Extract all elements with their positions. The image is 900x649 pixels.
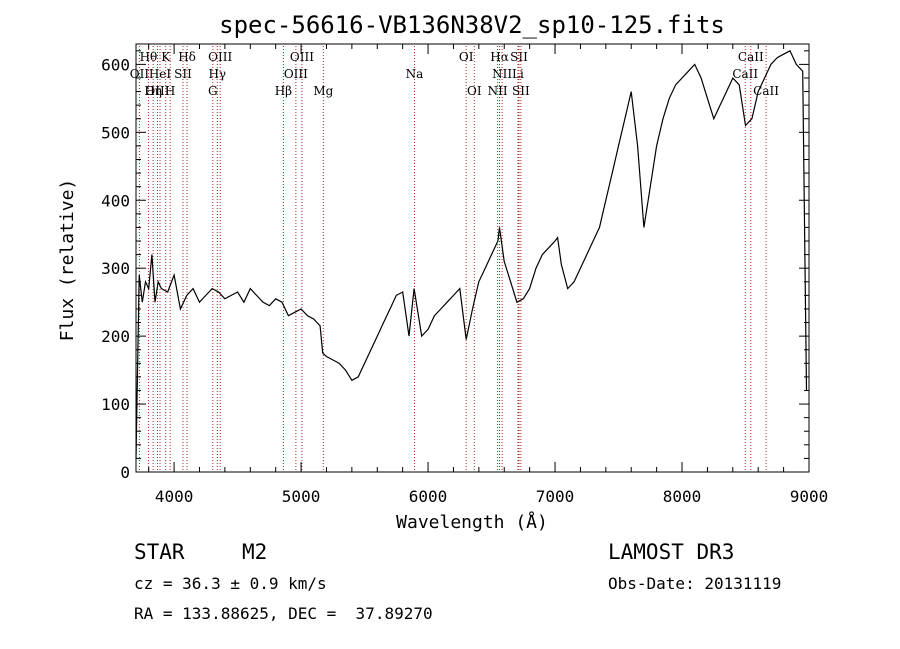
- chart-title: spec-56616-VB136N38V2_sp10-125.fits: [219, 11, 725, 39]
- x-tick-label: 6000: [409, 487, 448, 506]
- spectral-line-label: HeI: [149, 67, 172, 81]
- spectral-line-label: Hα: [490, 50, 509, 64]
- spectral-line-label: OIII: [145, 84, 169, 98]
- spectral-line-label: OIII: [284, 67, 308, 81]
- x-tick-label: 8000: [663, 487, 702, 506]
- spectral-line-label: Hη: [144, 84, 162, 98]
- y-tick-label: 200: [101, 327, 130, 346]
- spectrum-series-line: [135, 49, 808, 459]
- redshift-value: cz = 36.3 ± 0.9 km/s: [134, 574, 327, 593]
- object-subclass: M2: [242, 540, 268, 564]
- x-tick-label: 7000: [536, 487, 575, 506]
- spectral-line-label: OII: [130, 67, 150, 81]
- object-class: STAR: [134, 540, 185, 564]
- spectral-line-label: CaII: [738, 50, 764, 64]
- spectral-line-label: SII: [512, 84, 530, 98]
- x-axis-label: Wavelength (Å): [396, 511, 548, 533]
- spectral-line-label: SII: [174, 67, 192, 81]
- spectral-line-label: Hγ: [208, 67, 226, 81]
- y-tick-label: 600: [101, 55, 130, 74]
- spectral-line-label: NII: [488, 84, 508, 98]
- spectral-line-label: Hβ: [275, 84, 292, 98]
- y-tick-label: 300: [101, 259, 130, 278]
- spectral-line-label: Na: [406, 67, 424, 81]
- spectral-line-label: Hθ: [140, 50, 158, 64]
- spectral-line-label: OIII: [208, 50, 232, 64]
- observation-date: Obs-Date: 20131119: [608, 574, 782, 593]
- spectral-line-label: OIII: [290, 50, 314, 64]
- spectral-line-label: CaII: [732, 67, 758, 81]
- y-tick-label: 100: [101, 395, 130, 414]
- x-tick-label: 9000: [790, 487, 829, 506]
- spectral-line-label: K: [161, 50, 171, 64]
- plot-frame: [135, 43, 810, 473]
- spectral-line-label: Hδ: [178, 50, 196, 64]
- survey-name: LAMOST DR3: [608, 540, 735, 564]
- spectral-line-label: H: [165, 84, 175, 98]
- spectral-line-label: Li: [512, 67, 524, 81]
- spectral-line-label: OI: [459, 50, 474, 64]
- spectral-line-label: SII: [510, 50, 528, 64]
- spectral-line-label: OI: [467, 84, 482, 98]
- coordinates: RA = 133.88625, DEC = 37.89270: [134, 604, 433, 623]
- x-tick-label: 4000: [155, 487, 194, 506]
- spectral-line-label: Mg: [313, 84, 333, 98]
- spectral-line-label: G: [208, 84, 218, 98]
- y-tick-label: 400: [101, 191, 130, 210]
- x-tick-label: 5000: [282, 487, 321, 506]
- y-axis-label: Flux (relative): [57, 179, 78, 342]
- spectral-line-label: NII: [492, 67, 512, 81]
- y-tick-label: 0: [120, 463, 130, 482]
- y-tick-label: 500: [101, 123, 130, 142]
